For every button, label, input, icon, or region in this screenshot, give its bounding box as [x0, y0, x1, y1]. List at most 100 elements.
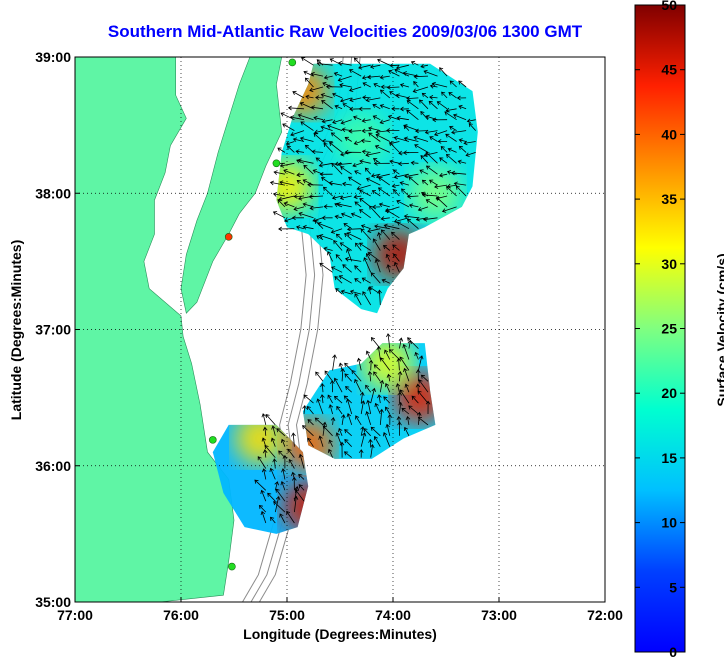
- velocity-arrow: [320, 125, 333, 131]
- velocity-arrow: [365, 177, 381, 186]
- velocity-arrow: [368, 438, 373, 447]
- velocity-arrow: [319, 262, 333, 273]
- radar-station-2: [224, 233, 233, 241]
- velocity-arrow: [393, 217, 410, 224]
- velocity-arrow: [377, 58, 390, 66]
- velocity-arrow: [362, 95, 371, 100]
- velocity-arrow: [439, 157, 448, 164]
- velocity-arrow: [340, 151, 352, 157]
- velocity-arrow: [382, 245, 391, 251]
- velocity-arrow: [423, 69, 438, 77]
- velocity-arrow: [389, 63, 400, 68]
- velocity-arrow: [368, 132, 381, 142]
- velocity-arrow: [386, 373, 392, 382]
- velocity-arrow: [360, 228, 371, 240]
- velocity-arrow: [361, 118, 371, 123]
- velocity-arrow: [262, 449, 268, 458]
- velocity-arrow: [339, 242, 352, 251]
- velocity-arrow: [316, 398, 324, 415]
- velocity-arrow: [441, 206, 457, 213]
- velocity-arrow: [351, 369, 362, 382]
- velocity-arrow: [373, 364, 381, 371]
- velocity-arrow: [335, 254, 343, 262]
- velocity-arrow: [340, 97, 352, 103]
- velocity-arrow: [414, 351, 419, 360]
- y-tick-label: 36:00: [35, 458, 71, 474]
- velocity-arrow: [398, 337, 404, 349]
- velocity-arrow: [279, 180, 295, 186]
- velocity-arrow: [339, 441, 345, 458]
- velocity-arrow: [262, 426, 268, 436]
- velocity-arrow: [388, 349, 400, 360]
- velocity-arrow: [370, 337, 381, 349]
- velocity-arrow: [327, 448, 333, 458]
- velocity-arrow: [279, 513, 286, 524]
- velocity-arrow: [302, 224, 314, 230]
- x-tick-label: 76:00: [163, 607, 199, 623]
- velocity-arrow: [360, 224, 371, 230]
- velocity-arrow: [361, 128, 371, 134]
- velocity-arrow: [389, 140, 400, 146]
- y-axis-label: Latitude (Degrees:Minutes): [8, 239, 24, 421]
- velocity-arrow: [359, 159, 371, 164]
- velocity-arrow: [445, 133, 457, 142]
- velocity-arrow: [458, 145, 467, 153]
- velocity-arrow: [457, 159, 467, 165]
- velocity-arrow: [315, 371, 324, 382]
- velocity-arrow: [319, 234, 333, 240]
- velocity-arrow: [396, 115, 409, 121]
- velocity-arrow: [444, 111, 457, 121]
- velocity-arrow: [369, 205, 381, 219]
- velocity-arrow: [395, 93, 409, 99]
- velocity-arrow: [318, 435, 324, 447]
- velocity-arrow: [370, 64, 381, 69]
- velocity-arrow: [373, 161, 390, 166]
- velocity-arrow: [367, 74, 381, 80]
- y-tick-label: 37:00: [35, 322, 71, 338]
- velocity-arrow: [344, 438, 352, 447]
- velocity-arrow: [445, 154, 457, 164]
- velocity-arrow: [419, 169, 429, 175]
- velocity-arrow: [384, 382, 391, 393]
- velocity-arrow: [396, 199, 410, 208]
- velocity-arrow: [271, 425, 276, 436]
- velocity-arrow: [399, 83, 410, 88]
- velocity-arrow: [394, 68, 410, 77]
- velocity-arrow: [302, 179, 314, 186]
- velocity-arrow: [405, 415, 411, 425]
- velocity-arrow: [386, 333, 391, 349]
- velocity-arrow: [340, 119, 352, 125]
- velocity-arrow: [441, 91, 448, 99]
- velocity-arrow: [413, 74, 429, 79]
- velocity-arrow: [453, 181, 467, 187]
- velocity-arrow: [274, 481, 279, 491]
- radar-station-1: [272, 159, 281, 168]
- velocity-arrow: [293, 194, 305, 199]
- velocity-arrow: [403, 367, 410, 382]
- velocity-arrow: [302, 425, 314, 437]
- velocity-arrow: [355, 242, 362, 251]
- velocity-arrow: [280, 481, 286, 491]
- velocity-arrow: [291, 215, 304, 221]
- velocity-arrow: [395, 64, 409, 70]
- velocity-arrow: [321, 138, 333, 144]
- velocity-arrow: [387, 413, 393, 425]
- velocity-arrow: [431, 81, 448, 88]
- velocity-arrow: [450, 170, 467, 176]
- velocity-arrow: [406, 100, 419, 110]
- velocity-arrow: [333, 377, 343, 393]
- velocity-arrow: [367, 228, 381, 234]
- velocity-arrow: [360, 400, 366, 415]
- velocity-arrow: [321, 100, 333, 110]
- velocity-arrow: [386, 128, 400, 133]
- y-tick-label: 38:00: [35, 185, 71, 201]
- velocity-arrow: [310, 71, 324, 77]
- velocity-arrow: [401, 407, 410, 415]
- colorbar-tick-label: 15: [661, 450, 677, 466]
- velocity-arrow: [295, 149, 305, 154]
- velocity-arrow: [349, 97, 362, 103]
- velocity-arrow: [303, 70, 314, 77]
- velocity-arrow: [312, 217, 324, 223]
- velocity-arrow: [440, 145, 448, 153]
- velocity-arrow: [418, 355, 424, 371]
